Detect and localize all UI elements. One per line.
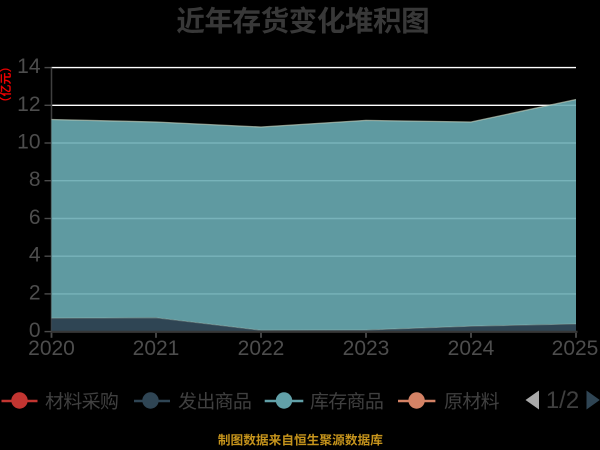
svg-text:2024: 2024 xyxy=(448,337,495,360)
svg-text:4: 4 xyxy=(29,244,41,267)
svg-text:2025: 2025 xyxy=(552,337,599,360)
svg-text:2022: 2022 xyxy=(238,337,285,360)
svg-text:1/2: 1/2 xyxy=(546,387,579,414)
svg-text:2020: 2020 xyxy=(28,337,75,360)
svg-text:0: 0 xyxy=(29,319,41,342)
svg-text:6: 6 xyxy=(29,206,41,229)
svg-text:14: 14 xyxy=(17,55,41,78)
svg-text:10: 10 xyxy=(17,131,40,154)
svg-text:2023: 2023 xyxy=(343,337,390,360)
svg-text:12: 12 xyxy=(17,93,40,116)
svg-text:8: 8 xyxy=(29,168,41,191)
svg-text:2: 2 xyxy=(29,281,41,304)
svg-text:2021: 2021 xyxy=(133,337,180,360)
